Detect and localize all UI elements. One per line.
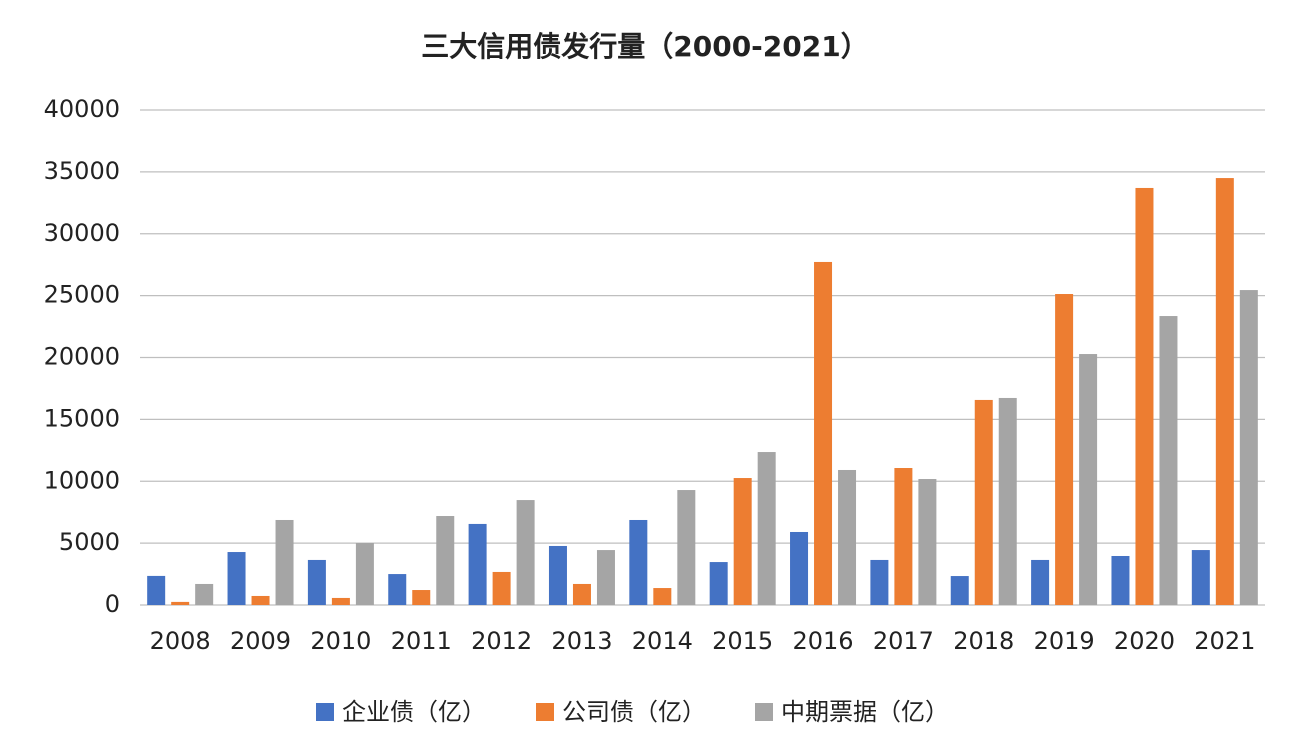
bar xyxy=(1055,294,1074,605)
bar xyxy=(998,397,1017,605)
bar xyxy=(307,559,326,605)
bar xyxy=(1239,290,1258,605)
bar xyxy=(950,576,969,605)
x-tick-label: 2015 xyxy=(712,627,773,655)
bar xyxy=(790,531,809,605)
bar xyxy=(1191,550,1210,605)
bar xyxy=(709,562,728,605)
bar xyxy=(412,590,431,605)
x-tick-label: 2009 xyxy=(230,627,291,655)
bar xyxy=(814,261,833,605)
x-tick-label: 2016 xyxy=(792,627,853,655)
bar xyxy=(1215,178,1234,605)
legend-swatch xyxy=(316,703,334,721)
bar xyxy=(355,543,374,605)
x-tick-label: 2010 xyxy=(310,627,371,655)
bar xyxy=(870,559,889,605)
x-tick-label: 2012 xyxy=(471,627,532,655)
y-tick-label: 0 xyxy=(105,590,120,618)
y-tick-label: 30000 xyxy=(44,219,120,247)
bar xyxy=(436,516,455,605)
bar xyxy=(677,490,696,605)
y-tick-label: 25000 xyxy=(44,281,120,309)
bar xyxy=(468,523,487,605)
bar xyxy=(1031,559,1050,605)
bar xyxy=(572,583,591,605)
bar xyxy=(251,595,270,605)
bar xyxy=(757,452,776,605)
bar xyxy=(596,550,615,605)
bar xyxy=(548,545,567,605)
bar xyxy=(195,583,214,605)
bar xyxy=(516,500,535,605)
legend-swatch xyxy=(755,703,773,721)
chart-title: 三大信用债发行量（2000-2021） xyxy=(421,30,868,63)
x-tick-label: 2011 xyxy=(391,627,452,655)
bar xyxy=(492,571,511,605)
bar xyxy=(918,479,937,605)
x-tick-label: 2021 xyxy=(1194,627,1255,655)
x-tick-label: 2018 xyxy=(953,627,1014,655)
bar xyxy=(894,468,913,605)
bar xyxy=(629,519,648,605)
bar xyxy=(275,519,294,605)
legend-label: 公司债（亿） xyxy=(562,698,706,726)
y-tick-label: 20000 xyxy=(44,343,120,371)
bar xyxy=(331,597,350,605)
x-tick-label: 2019 xyxy=(1034,627,1095,655)
bar xyxy=(974,399,993,605)
legend-label: 企业债（亿） xyxy=(342,698,486,726)
bar xyxy=(388,574,407,605)
x-tick-label: 2017 xyxy=(873,627,934,655)
y-tick-label: 40000 xyxy=(44,95,120,123)
bar xyxy=(653,588,672,605)
bar xyxy=(227,552,246,605)
bar xyxy=(171,601,190,605)
bar xyxy=(733,478,752,605)
x-tick-label: 2014 xyxy=(632,627,693,655)
legend-swatch xyxy=(536,703,554,721)
y-tick-label: 15000 xyxy=(44,404,120,432)
bar xyxy=(1111,555,1130,605)
y-tick-label: 5000 xyxy=(59,528,120,556)
x-tick-label: 2020 xyxy=(1114,627,1175,655)
x-tick-label: 2008 xyxy=(150,627,211,655)
bar xyxy=(1159,316,1178,605)
bar xyxy=(1079,354,1098,605)
legend-label: 中期票据（亿） xyxy=(781,698,949,726)
y-tick-label: 10000 xyxy=(44,466,120,494)
bar xyxy=(1135,187,1154,605)
bar xyxy=(838,469,857,605)
bar xyxy=(147,575,166,605)
x-tick-label: 2013 xyxy=(551,627,612,655)
y-tick-label: 35000 xyxy=(44,157,120,185)
